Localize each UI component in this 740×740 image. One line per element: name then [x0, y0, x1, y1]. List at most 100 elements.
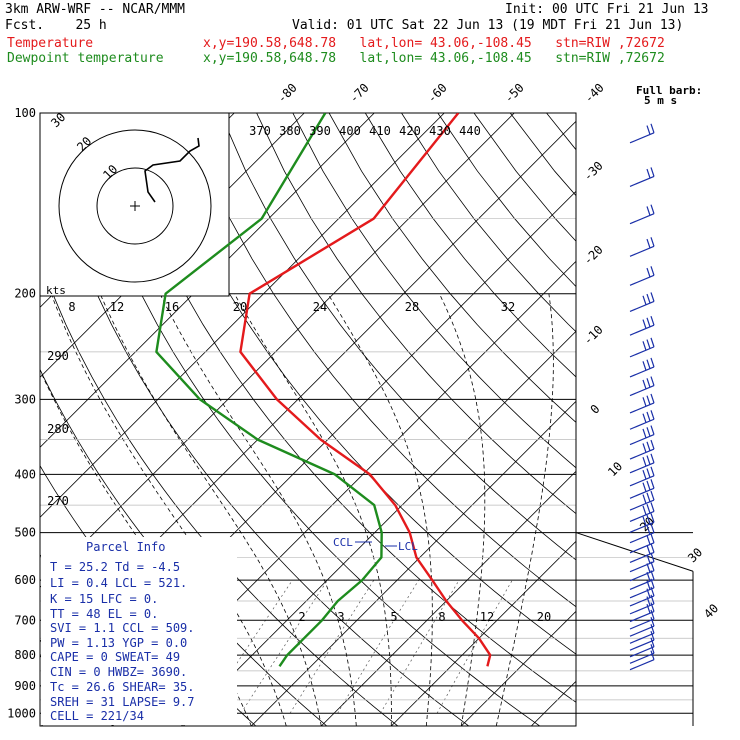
temperature-tick-label: 30 — [685, 545, 705, 565]
dry-adiabat — [364, 113, 576, 378]
speed-scale-label: 24 — [313, 300, 327, 314]
dewpoint-profile-line — [155, 113, 383, 667]
wind-barb — [629, 523, 655, 544]
pressure-tick-label: 300 — [14, 392, 36, 406]
dry-adiabat — [147, 113, 576, 655]
theta-label: 420 — [399, 124, 421, 138]
pressure-tick-label: 900 — [14, 679, 36, 693]
wind-barb — [629, 453, 655, 474]
lcl-label: LCL — [398, 540, 418, 553]
wind-barb — [629, 644, 655, 664]
wind-barb — [629, 533, 655, 554]
dry-adiabat — [75, 113, 540, 726]
mixing-ratio-line — [289, 579, 375, 714]
wind-barb — [629, 570, 655, 590]
isotherm — [40, 113, 375, 448]
pressure-tick-label: 700 — [14, 613, 36, 627]
pressure-tick-label: 400 — [14, 467, 36, 481]
pressure-tick-label: 800 — [14, 648, 36, 662]
dry-adiabat — [401, 113, 576, 333]
isotherm — [460, 610, 576, 726]
pressure-tick-label: 100 — [14, 106, 36, 120]
theta-label: 430 — [429, 124, 451, 138]
theta-label: 290 — [47, 349, 69, 363]
hodograph-ring — [58, 129, 212, 283]
mixing-ratio-label: 12 — [480, 610, 494, 624]
wind-barb — [629, 543, 655, 563]
dry-adiabat — [473, 113, 576, 242]
hodograph-trace — [144, 137, 200, 203]
wind-barb — [629, 337, 655, 358]
wind-barb — [629, 357, 655, 378]
wind-barb — [629, 578, 655, 599]
wind-barb — [629, 602, 655, 623]
wind-barb — [629, 609, 655, 630]
temperature-tick-label: -60 — [425, 81, 450, 106]
wind-barb — [629, 237, 655, 257]
mixing-ratio-line — [337, 579, 419, 714]
wind-barb — [629, 617, 655, 637]
wind-barb — [629, 594, 655, 615]
wind-barb — [629, 502, 655, 523]
dry-adiabat — [183, 113, 576, 608]
wind-barb — [629, 513, 655, 533]
temperature-tick-label: -80 — [275, 81, 300, 106]
mixing-ratio-label: 5 — [390, 610, 397, 624]
dewpoint-legend: Dewpoint temperature — [7, 51, 164, 66]
hodograph-units: kts — [46, 284, 66, 297]
theta-label: 380 — [279, 124, 301, 138]
forecast-hour: Fcst. 25 h — [5, 18, 107, 33]
wind-barb — [629, 637, 655, 658]
wind-barb — [629, 490, 655, 511]
theta-label: 400 — [339, 124, 361, 138]
pressure-tick-label: 500 — [14, 526, 36, 540]
moist-adiabat — [234, 293, 392, 726]
moist-adiabat — [495, 293, 554, 726]
temperature-legend: Temperature — [7, 36, 94, 51]
speed-scale-label: 20 — [233, 300, 247, 314]
isotherm — [320, 470, 576, 726]
parcel-row: CIN = 0 HWBZ= 3690. — [50, 665, 187, 679]
moist-adiabat — [159, 293, 357, 726]
wind-barb — [629, 410, 655, 430]
wind-barb — [629, 630, 655, 651]
mixing-ratio-label: 20 — [537, 610, 551, 624]
parcel-row: PW = 1.13 YGP = 0.0 — [50, 636, 187, 650]
dry-adiabat — [583, 113, 740, 726]
dry-adiabat — [655, 113, 740, 726]
barb-legend-line2: 5 m s — [644, 94, 677, 107]
dry-adiabat — [220, 113, 576, 561]
theta-label: 270 — [47, 494, 69, 508]
temperature-tick-label: -40 — [582, 81, 607, 106]
temperature-tick-label: 40 — [701, 601, 721, 621]
moist-adiabat — [439, 293, 486, 726]
isotherm — [250, 400, 576, 726]
speed-scale-label: 16 — [165, 300, 179, 314]
wind-barb — [629, 376, 655, 397]
parcel-row: TT = 48 EL = 0. — [50, 607, 158, 621]
parcel-row: T = 25.2 Td = -4.5 — [50, 560, 180, 574]
theta-label: 280 — [47, 422, 69, 436]
mixing-ratio-label: 8 — [438, 610, 445, 624]
wind-barb — [629, 167, 655, 187]
wind-barb — [629, 586, 655, 607]
wind-barb — [629, 204, 655, 225]
frame-extension — [575, 532, 694, 572]
wind-barb — [629, 466, 655, 487]
wind-barb — [629, 439, 655, 460]
wind-barb — [629, 292, 655, 312]
theta-label: 410 — [369, 124, 391, 138]
plot-frame — [39, 112, 577, 727]
mixing-ratio-label: 2 — [298, 610, 305, 624]
speed-scale-label: 28 — [405, 300, 419, 314]
wind-barb — [629, 552, 655, 573]
isotherm — [601, 113, 740, 726]
temperature-tick-label: -50 — [502, 81, 527, 106]
ccl-label: CCL — [333, 536, 353, 549]
pressure-tick-label: 600 — [14, 573, 36, 587]
speed-scale-label: 12 — [110, 300, 124, 314]
hodograph-ring — [96, 167, 174, 245]
init-time: Init: 00 UTC Fri 21 Jun 13 — [505, 2, 709, 17]
moist-adiabat — [99, 293, 322, 726]
isotherm — [0, 113, 24, 726]
